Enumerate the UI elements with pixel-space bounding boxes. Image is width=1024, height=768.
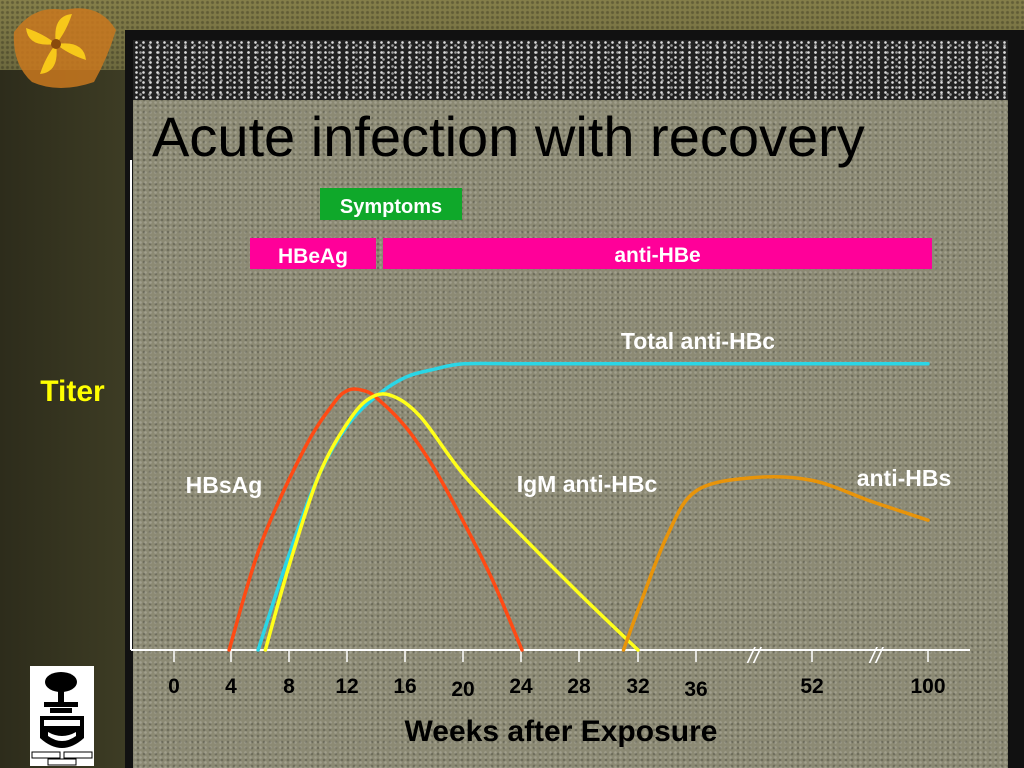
x-tick-label: 32 bbox=[626, 675, 649, 698]
series-line-1 bbox=[263, 392, 640, 652]
axis-break-mark: // bbox=[868, 643, 884, 668]
axis-break-mark: // bbox=[746, 643, 762, 668]
series-line-0 bbox=[227, 387, 524, 652]
x-axis-label: Weeks after Exposure bbox=[405, 715, 718, 748]
bar-0 bbox=[320, 188, 462, 220]
bar-label: anti-HBe bbox=[614, 244, 700, 267]
x-tick-label: 36 bbox=[684, 678, 707, 701]
x-tick-label: 12 bbox=[335, 675, 358, 698]
series-label: Total anti-HBc bbox=[621, 328, 775, 354]
bar-label: Symptoms bbox=[340, 196, 442, 218]
university-crest-icon bbox=[30, 666, 94, 766]
x-tick-label: 24 bbox=[509, 675, 533, 698]
x-tick-label: 28 bbox=[567, 675, 591, 698]
series-line-3 bbox=[621, 475, 930, 652]
x-tick-label: 52 bbox=[800, 675, 823, 698]
series-label: IgM anti-HBc bbox=[517, 471, 658, 497]
chart-panel bbox=[133, 100, 1008, 768]
x-tick-label: 100 bbox=[910, 675, 945, 698]
flower-logo-icon bbox=[13, 8, 116, 89]
slide-title: Acute infection with recovery bbox=[152, 105, 865, 168]
left-band bbox=[0, 70, 125, 768]
x-tick-label: 4 bbox=[225, 675, 237, 698]
bar-2 bbox=[383, 238, 932, 269]
series-label: HBsAg bbox=[186, 472, 263, 498]
bar-1 bbox=[250, 238, 376, 269]
bar-label: HBeAg bbox=[278, 245, 348, 268]
y-axis-label: Titer bbox=[40, 375, 105, 408]
series-label: anti-HBs bbox=[857, 465, 952, 491]
texture-strip bbox=[133, 40, 1008, 100]
x-tick-label: 0 bbox=[168, 675, 180, 698]
x-tick-label: 20 bbox=[451, 678, 474, 701]
x-tick-label: 16 bbox=[393, 675, 416, 698]
x-tick-label: 8 bbox=[283, 675, 295, 698]
